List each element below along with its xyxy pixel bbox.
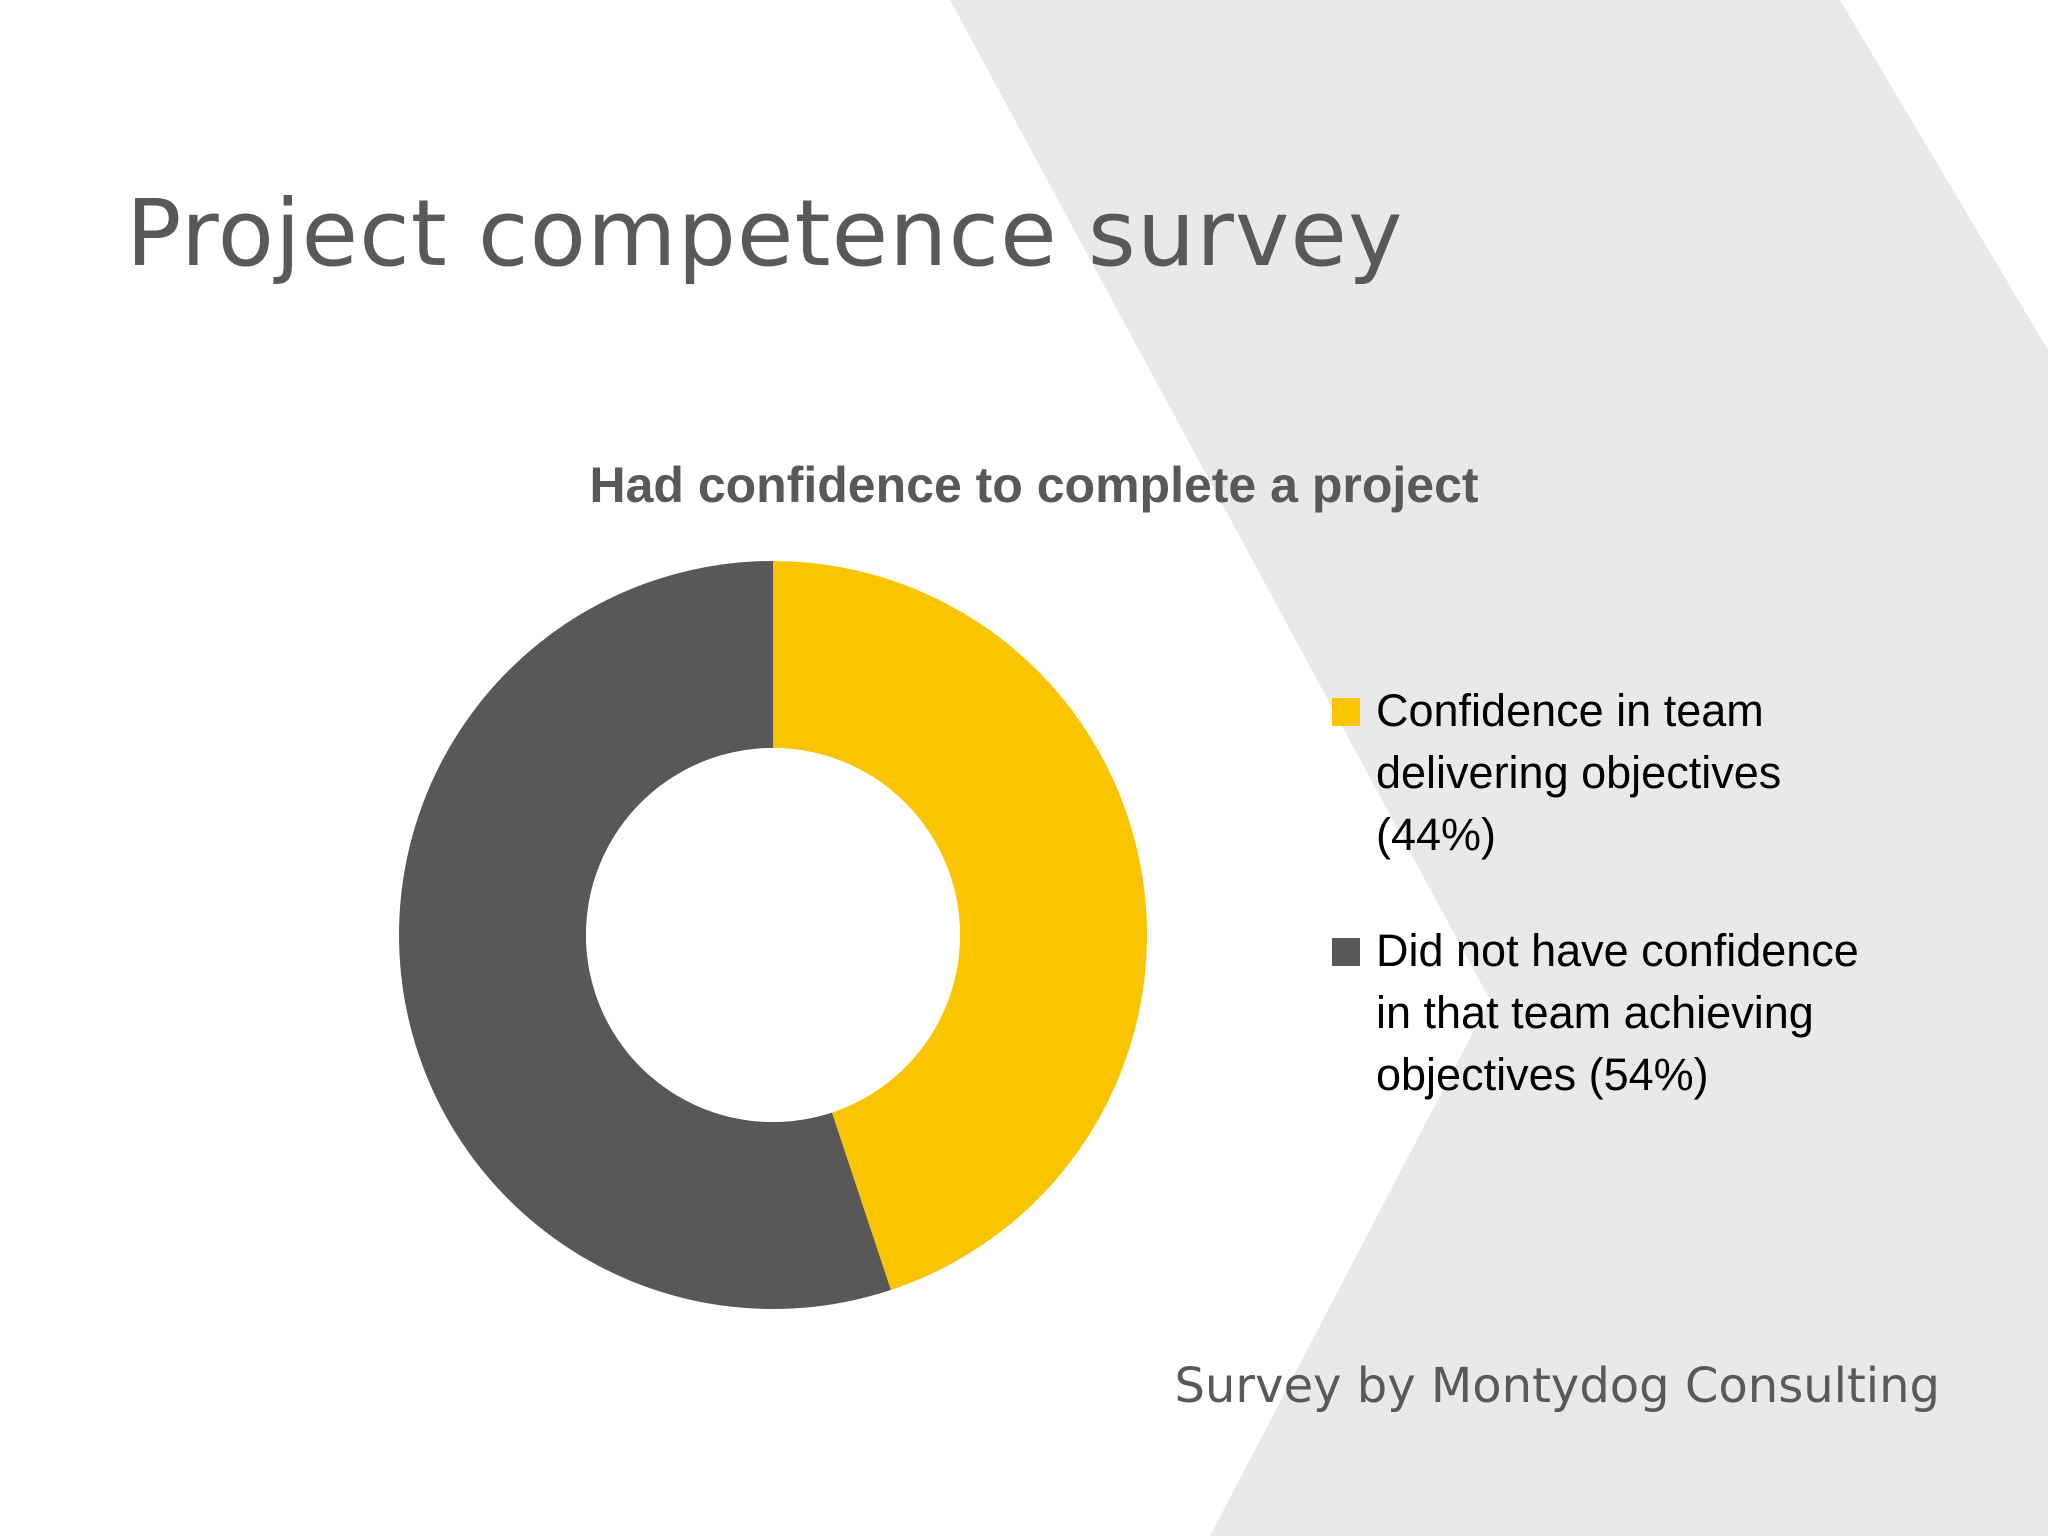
legend-swatch-yellow (1332, 698, 1360, 726)
donut-slice-2 (399, 561, 891, 1309)
footer-credit: Survey by Montydog Consulting (1174, 1358, 1940, 1414)
chevron-shape (950, 0, 2048, 1536)
donut-slice-1 (773, 561, 1148, 1290)
chart-legend: Confidence in team delivering objectives… (1330, 680, 1890, 1160)
chart-title: Had confidence to complete a project (589, 457, 1479, 513)
page-title: Project competence survey (126, 180, 1404, 287)
legend-label: Did not have confidence in that team ach… (1376, 925, 1859, 1100)
legend-item-no-confidence: Did not have confidence in that team ach… (1330, 920, 1890, 1106)
legend-label: Confidence in team delivering objectives… (1376, 685, 1782, 860)
donut-hole (586, 748, 960, 1122)
legend-swatch-gray (1332, 938, 1360, 966)
legend-item-confidence: Confidence in team delivering objectives… (1330, 680, 1890, 866)
